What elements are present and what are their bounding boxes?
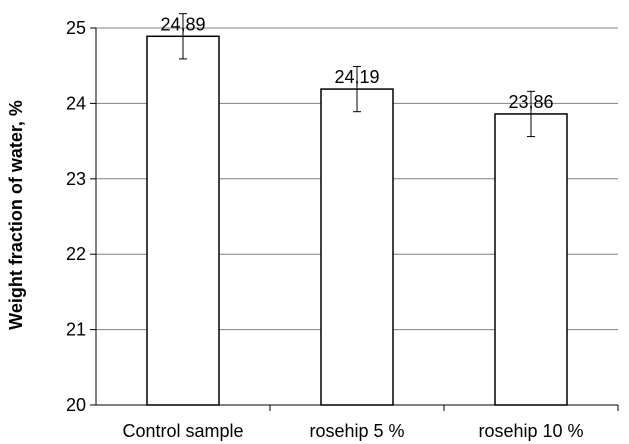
- y-tick-label: 23: [66, 169, 86, 189]
- bars: [146, 35, 568, 406]
- y-tick-label: 20: [66, 395, 86, 415]
- x-category-labels: Control sample rosehip 5 % rosehip 10 %: [122, 421, 583, 441]
- bar: [146, 35, 220, 406]
- y-tick-label: 25: [66, 18, 86, 38]
- y-tick-labels: 20 21 22 23 24 25: [66, 18, 86, 415]
- y-axis-title: Weight fraction of water, %: [6, 100, 26, 330]
- data-label: 23,86: [508, 92, 553, 112]
- x-category-label: rosehip 10 %: [478, 421, 583, 441]
- bar: [494, 113, 568, 406]
- error-bars: [179, 13, 535, 138]
- data-label: 24,89: [160, 14, 205, 34]
- y-tick-label: 21: [66, 320, 86, 340]
- x-category-label: Control sample: [122, 421, 243, 441]
- y-tick-label: 24: [66, 93, 86, 113]
- data-labels: 24,89 24,19 23,86: [160, 14, 553, 112]
- axes: [90, 27, 619, 411]
- x-category-label: rosehip 5 %: [309, 421, 404, 441]
- data-label: 24,19: [334, 67, 379, 87]
- y-tick-label: 22: [66, 244, 86, 264]
- bar: [320, 88, 394, 406]
